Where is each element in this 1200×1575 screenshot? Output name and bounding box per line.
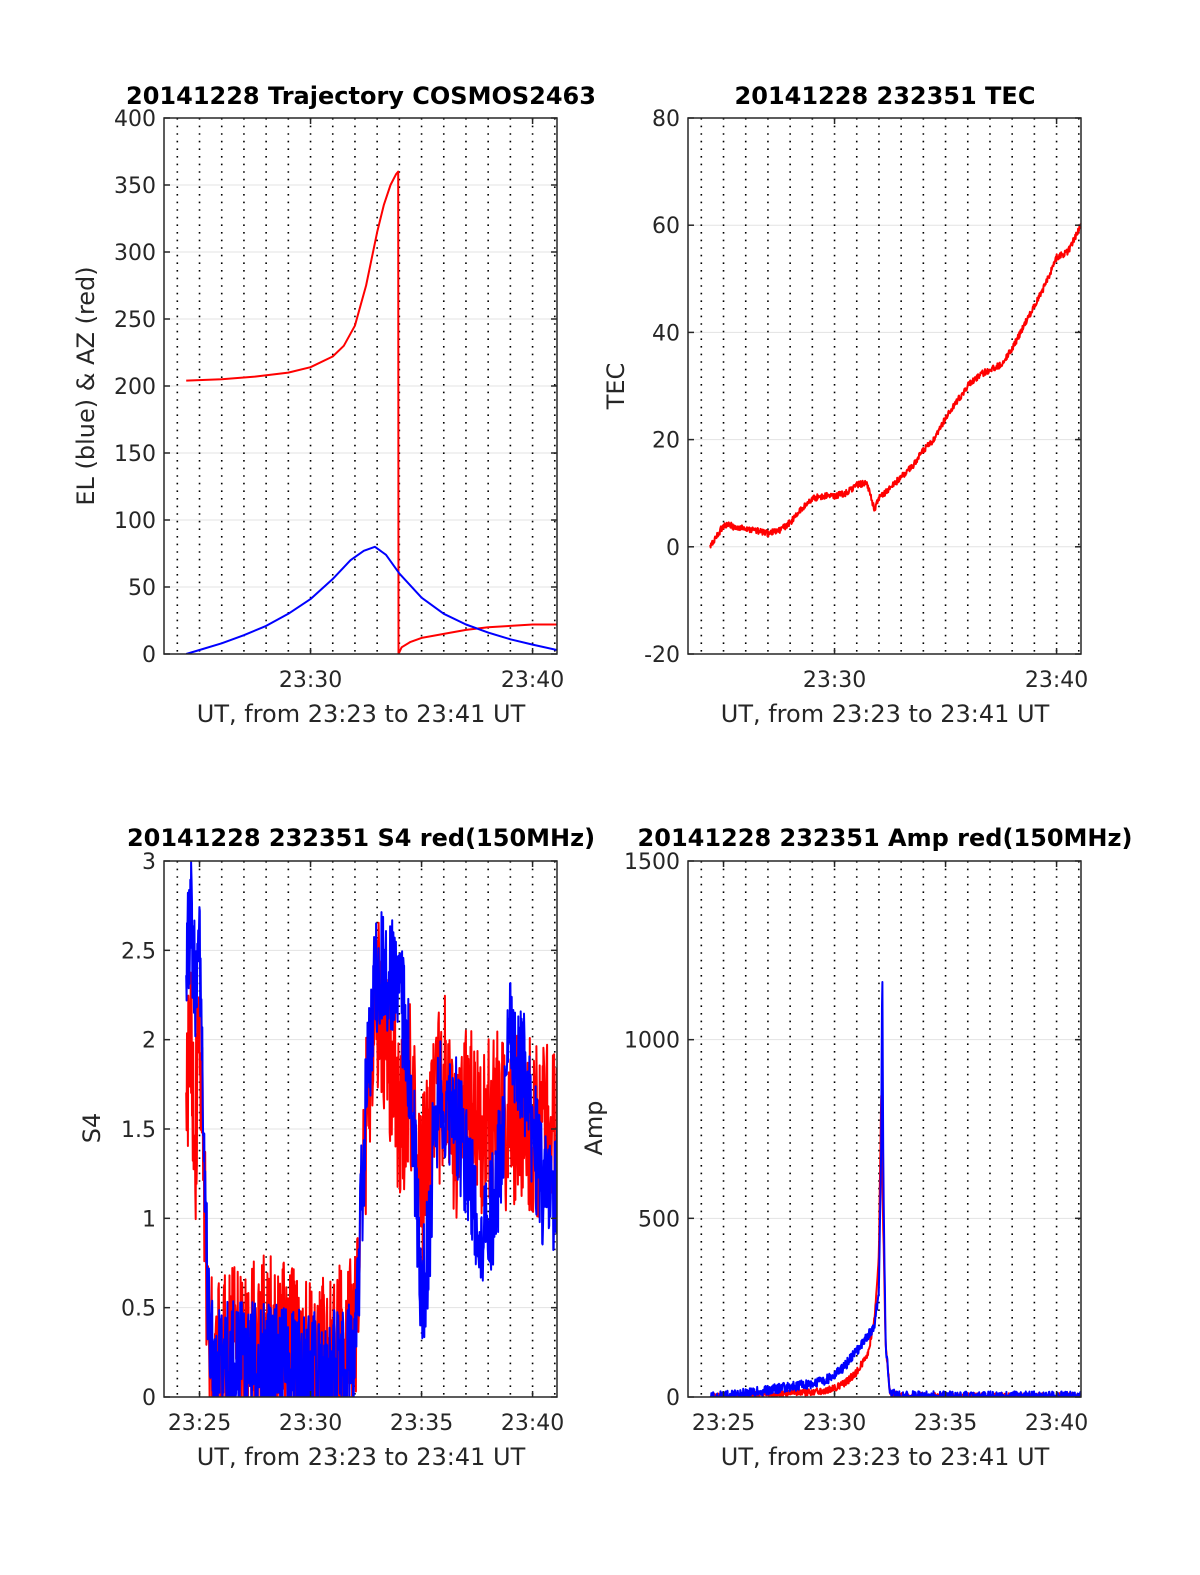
tec-series-tec bbox=[709, 223, 1081, 549]
trajectory-x-tick-label: 23:40 bbox=[501, 668, 564, 693]
trajectory-y-tick-label: 100 bbox=[114, 509, 156, 534]
amp-y-tick-label: 0 bbox=[666, 1386, 680, 1411]
tec-y-label: TEC bbox=[602, 363, 630, 411]
amp-y-tick-label: 500 bbox=[638, 1207, 680, 1232]
trajectory-y-tick-label: 150 bbox=[114, 442, 156, 467]
tec-y-tick-label: 60 bbox=[652, 214, 680, 239]
tec-y-tick-label: 80 bbox=[652, 107, 680, 132]
tec-y-tick-label: -20 bbox=[644, 643, 680, 668]
trajectory-panel: 20141228 Trajectory COSMOS2463 UT, from … bbox=[72, 82, 596, 728]
amp-y-label: Amp bbox=[580, 1100, 608, 1155]
s4-series-s4-blue bbox=[185, 861, 557, 1397]
amp-title: 20141228 232351 Amp red(150MHz) bbox=[638, 824, 1133, 852]
amp-axes-box bbox=[687, 860, 1082, 1398]
trajectory-y-tick-label: 50 bbox=[128, 576, 156, 601]
trajectory-x-tick-label: 23:30 bbox=[279, 668, 342, 693]
tec-axes-box bbox=[687, 117, 1082, 655]
tec-title: 20141228 232351 TEC bbox=[735, 82, 1036, 110]
tec-y-tick-label: 40 bbox=[652, 321, 680, 346]
amp-y-tick-label: 1500 bbox=[624, 850, 680, 875]
trajectory-y-tick-label: 250 bbox=[114, 308, 156, 333]
amp-x-tick-label: 23:25 bbox=[692, 1411, 755, 1436]
s4-x-tick-label: 23:35 bbox=[390, 1411, 453, 1436]
tec-y-tick-label: 0 bbox=[666, 536, 680, 561]
amp-y-tick-label: 1000 bbox=[624, 1029, 680, 1054]
s4-y-tick-label: 1.5 bbox=[121, 1118, 156, 1143]
s4-x-label: UT, from 23:23 to 23:41 UT bbox=[197, 1443, 526, 1471]
tec-x-tick-label: 23:40 bbox=[1025, 668, 1088, 693]
s4-title: 20141228 232351 S4 red(150MHz) bbox=[127, 824, 595, 852]
amp-series-amp-blue bbox=[710, 981, 1081, 1397]
s4-y-tick-label: 0.5 bbox=[121, 1297, 156, 1322]
s4-y-tick-label: 3 bbox=[142, 850, 156, 875]
amp-panel: 20141228 232351 Amp red(150MHz) UT, from… bbox=[580, 824, 1132, 1471]
trajectory-x-label: UT, from 23:23 to 23:41 UT bbox=[197, 700, 526, 728]
trajectory-title: 20141228 Trajectory COSMOS2463 bbox=[126, 82, 596, 110]
s4-x-tick-label: 23:30 bbox=[279, 1411, 342, 1436]
s4-y-tick-label: 2 bbox=[142, 1029, 156, 1054]
trajectory-series-elevation bbox=[185, 545, 557, 654]
tec-y-tick-label: 20 bbox=[652, 429, 680, 454]
amp-x-tick-label: 23:40 bbox=[1025, 1411, 1088, 1436]
tec-plot-area bbox=[688, 118, 1081, 654]
amp-x-label: UT, from 23:23 to 23:41 UT bbox=[721, 1443, 1050, 1471]
tec-x-label: UT, from 23:23 to 23:41 UT bbox=[721, 700, 1050, 728]
tec-x-tick-label: 23:30 bbox=[803, 668, 866, 693]
s4-y-tick-label: 0 bbox=[142, 1386, 156, 1411]
s4-y-tick-label: 2.5 bbox=[121, 939, 156, 964]
trajectory-y-tick-label: 350 bbox=[114, 174, 156, 199]
trajectory-y-tick-label: 300 bbox=[114, 241, 156, 266]
amp-x-tick-label: 23:30 bbox=[803, 1411, 866, 1436]
tec-panel: 20141228 232351 TEC UT, from 23:23 to 23… bbox=[602, 82, 1088, 728]
amp-x-tick-label: 23:35 bbox=[914, 1411, 977, 1436]
s4-panel: 20141228 232351 S4 red(150MHz) UT, from … bbox=[78, 824, 595, 1471]
trajectory-series-azimuth bbox=[186, 170, 557, 654]
s4-y-tick-label: 1 bbox=[142, 1207, 156, 1232]
trajectory-y-label: EL (blue) & AZ (red) bbox=[72, 266, 100, 505]
trajectory-y-tick-label: 400 bbox=[114, 107, 156, 132]
s4-y-label: S4 bbox=[78, 1113, 106, 1144]
s4-x-tick-label: 23:25 bbox=[168, 1411, 231, 1436]
trajectory-y-tick-label: 200 bbox=[114, 375, 156, 400]
s4-x-tick-label: 23:40 bbox=[501, 1411, 564, 1436]
trajectory-y-tick-label: 0 bbox=[142, 643, 156, 668]
